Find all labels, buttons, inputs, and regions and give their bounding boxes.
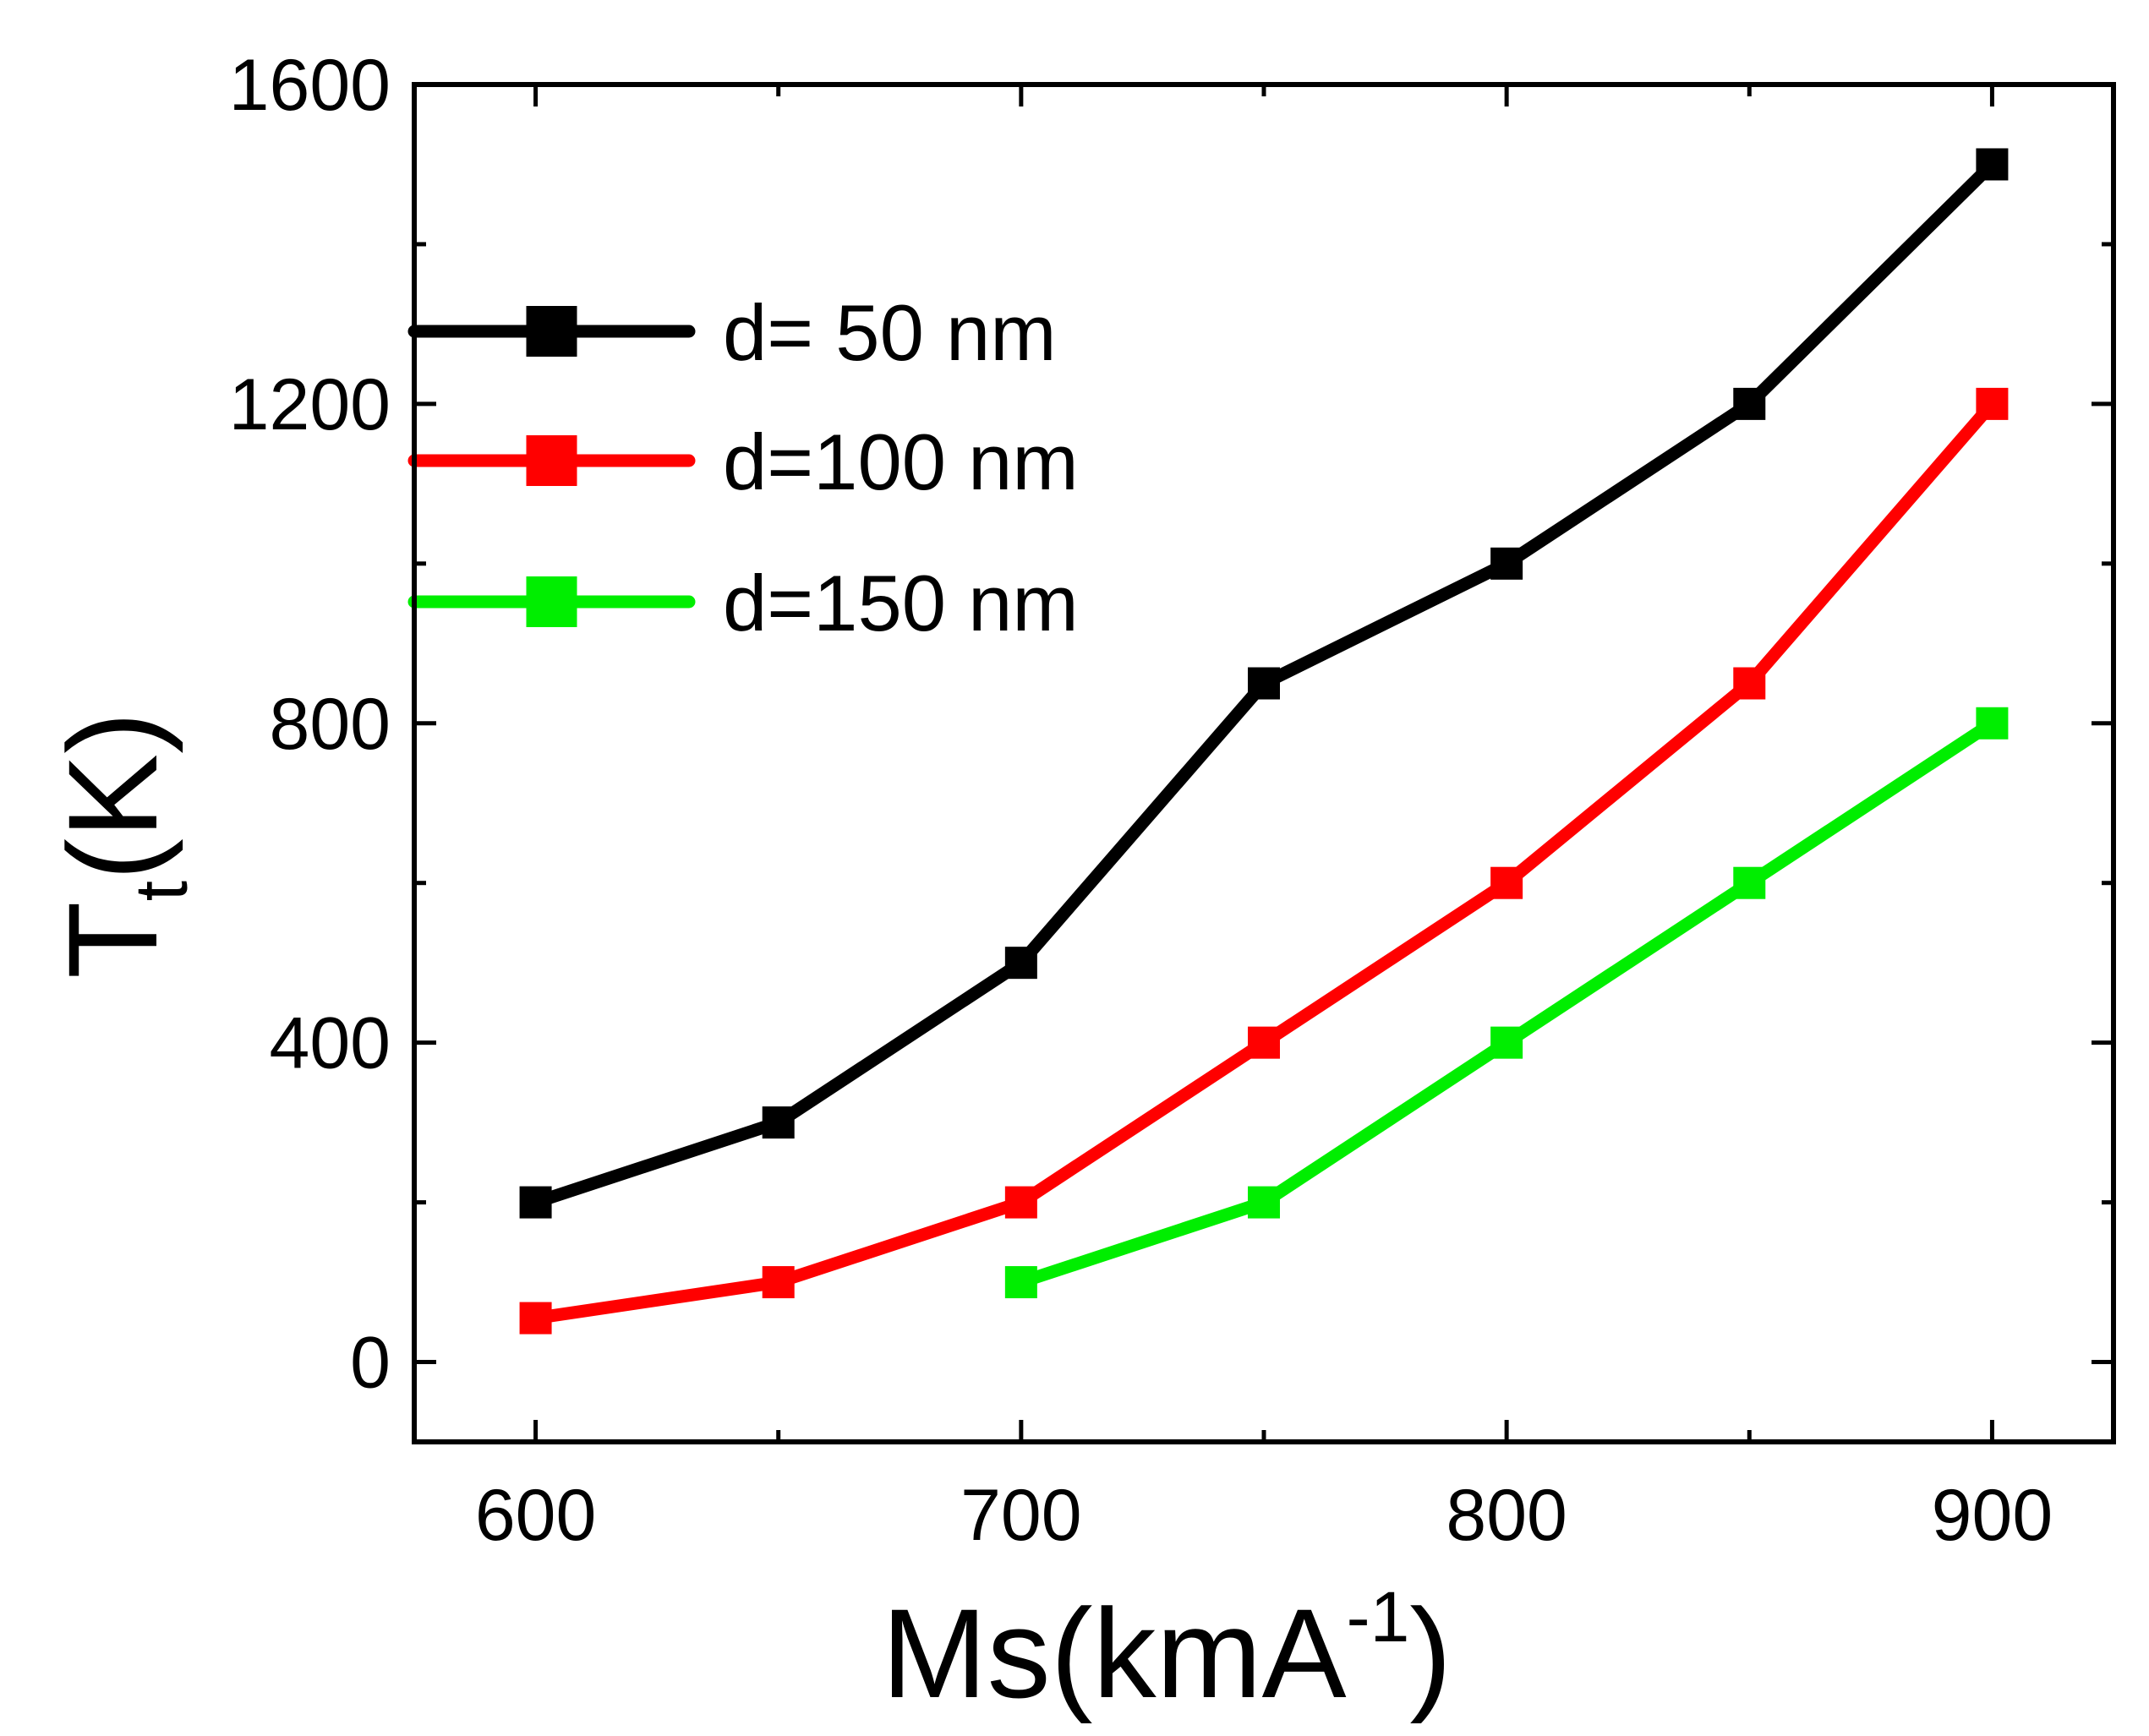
x-axis-title-superscript: -1 (1347, 1577, 1410, 1657)
data-point (1976, 148, 2009, 181)
y-axis-title-unit: (K) (41, 712, 183, 881)
tick-layer (414, 82, 2113, 1442)
x-tick-label: 900 (1932, 1475, 2053, 1556)
data-point (1248, 667, 1280, 700)
y-axis-title-subscript: t (119, 881, 203, 901)
legend-label: d=100 nm (723, 418, 1079, 506)
tick-label-layer: 600 700 800 900 0 400 800 1200 1600 (229, 45, 2053, 1556)
data-point (1248, 1026, 1280, 1059)
y-tick-label: 400 (270, 1003, 391, 1084)
y-tick-label: 0 (350, 1323, 391, 1404)
legend: d= 50 nm d=100 nm d=150 nm (407, 288, 1079, 647)
data-point (1004, 947, 1037, 980)
data-point (1490, 866, 1523, 899)
x-axis-title-close: ) (1409, 1582, 1452, 1724)
y-tick-label: 800 (270, 684, 391, 765)
y-axis-title-main: T (41, 901, 183, 979)
x-axis-title-main: Ms(kmA (882, 1582, 1347, 1724)
legend-label: d= 50 nm (723, 288, 1057, 377)
data-point (1976, 387, 2009, 420)
x-tick-label: 700 (960, 1475, 1082, 1556)
data-point (1490, 1026, 1523, 1059)
legend-marker (526, 576, 577, 627)
series-line (1019, 718, 1996, 1289)
data-point (1976, 707, 2009, 740)
data-point (1004, 1266, 1037, 1299)
legend-marker (526, 306, 577, 357)
data-point (1490, 547, 1523, 580)
data-point (519, 1302, 552, 1335)
data-point (762, 1106, 795, 1139)
data-point (1733, 667, 1766, 700)
data-point (519, 1186, 552, 1219)
data-point (1733, 866, 1766, 899)
data-point (1004, 1186, 1037, 1219)
x-tick-label: 600 (475, 1475, 597, 1556)
y-tick-label: 1600 (229, 45, 391, 126)
x-axis-title: Ms(kmA-1) (882, 1577, 1452, 1724)
x-tick-label: 800 (1446, 1475, 1567, 1556)
series-layer (519, 148, 2009, 1335)
y-axis-title: Tt(K) (41, 712, 203, 979)
y-tick-label: 1200 (229, 364, 391, 445)
data-point (762, 1266, 795, 1299)
data-point (1733, 387, 1766, 420)
legend-marker (526, 435, 577, 486)
data-point (1248, 1186, 1280, 1219)
legend-label: d=150 nm (723, 559, 1079, 647)
